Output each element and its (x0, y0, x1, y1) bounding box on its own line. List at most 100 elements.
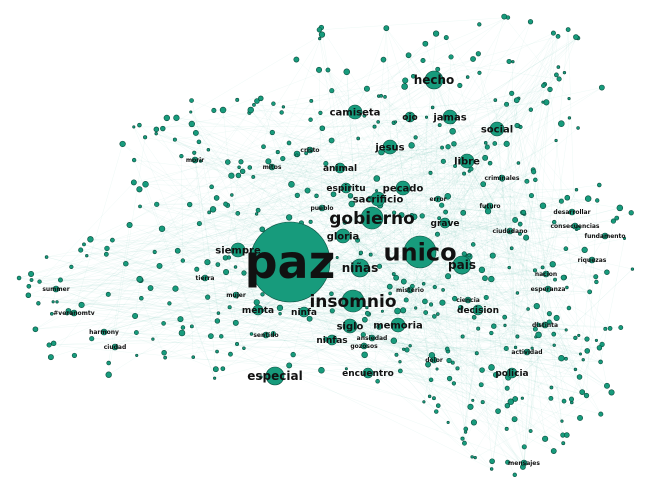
node (487, 160, 493, 166)
node-label: actividad (511, 349, 542, 356)
edge (549, 322, 567, 359)
node (460, 436, 465, 441)
node (232, 319, 239, 326)
node (530, 346, 534, 350)
edge (156, 129, 608, 386)
edge (339, 167, 590, 293)
hub-node (341, 289, 365, 313)
node (436, 312, 440, 316)
edge (141, 298, 166, 358)
hub-node (439, 217, 451, 229)
node (584, 195, 592, 202)
node (610, 218, 617, 224)
edge (360, 252, 465, 444)
edge (136, 207, 620, 333)
edge (492, 169, 534, 256)
edge (250, 109, 498, 130)
node-label: futuro (479, 203, 500, 210)
edge (363, 345, 531, 432)
edge (159, 265, 267, 336)
node (270, 330, 276, 337)
edge (544, 324, 576, 370)
node (427, 394, 432, 399)
node-label: pais (448, 258, 476, 272)
edge (466, 160, 511, 402)
node (446, 420, 450, 424)
edge (309, 149, 408, 351)
node (475, 51, 481, 57)
node (154, 131, 158, 136)
node (460, 334, 465, 339)
edge (410, 171, 534, 346)
edge (291, 184, 369, 374)
edge (289, 37, 579, 218)
edge (352, 300, 397, 355)
node (259, 375, 263, 379)
node (189, 324, 194, 329)
node (516, 161, 521, 165)
hub-node (368, 334, 376, 342)
node (228, 351, 233, 357)
node (365, 305, 369, 310)
node (482, 154, 489, 161)
edge (303, 271, 463, 313)
node (360, 332, 366, 338)
edge (409, 104, 507, 118)
node (375, 189, 379, 193)
edge (279, 249, 585, 309)
node (380, 56, 387, 63)
node (318, 366, 325, 374)
node (573, 335, 578, 341)
node (237, 165, 241, 169)
node-label: distinta (532, 322, 558, 329)
edge (231, 38, 320, 176)
edge (437, 171, 534, 200)
edge (114, 212, 210, 348)
edge (303, 218, 440, 313)
edge (364, 222, 446, 320)
edge (140, 279, 365, 347)
node (304, 151, 309, 156)
node (568, 396, 575, 402)
node (29, 278, 34, 282)
node (348, 200, 355, 208)
node (319, 125, 326, 132)
node (386, 283, 393, 290)
node (172, 285, 179, 292)
edge (55, 255, 87, 290)
edge (441, 205, 555, 223)
edge (324, 66, 559, 271)
node (422, 298, 428, 305)
edge (509, 230, 576, 370)
edge (507, 388, 601, 415)
node (553, 314, 560, 321)
node (515, 334, 520, 339)
node-label: animal (323, 164, 357, 174)
edge (191, 100, 212, 187)
node (235, 342, 240, 347)
edge (437, 33, 554, 200)
hub-node (335, 228, 351, 244)
node (581, 358, 585, 362)
edge (371, 217, 438, 370)
edge (447, 146, 458, 369)
edge (358, 87, 602, 139)
node (364, 310, 370, 316)
edge (253, 32, 554, 178)
edge (154, 251, 518, 294)
node (259, 226, 266, 233)
edge (390, 293, 550, 323)
edge (409, 289, 524, 468)
edge (448, 360, 554, 452)
node (207, 210, 212, 215)
edge (472, 225, 576, 401)
edge (363, 207, 487, 335)
edge (337, 98, 519, 258)
node (565, 285, 569, 290)
edge (213, 110, 421, 245)
edge (53, 143, 507, 302)
edge (194, 152, 219, 314)
edge (279, 300, 354, 309)
edge (574, 225, 608, 386)
